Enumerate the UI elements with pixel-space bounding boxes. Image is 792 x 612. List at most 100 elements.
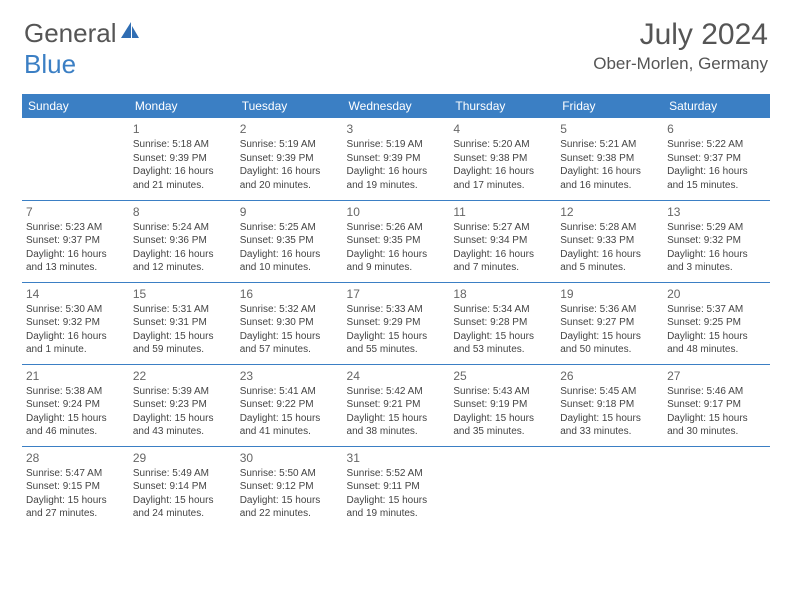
daylight-text: Daylight: 15 hours and 19 minutes.: [347, 494, 446, 521]
daylight-text: Daylight: 15 hours and 48 minutes.: [667, 330, 766, 357]
sunrise-text: Sunrise: 5:34 AM: [453, 303, 552, 317]
daylight-text: Daylight: 15 hours and 46 minutes.: [26, 412, 125, 439]
calendar-week-row: 7Sunrise: 5:23 AMSunset: 9:37 PMDaylight…: [22, 200, 770, 282]
calendar-cell: 20Sunrise: 5:37 AMSunset: 9:25 PMDayligh…: [663, 282, 770, 364]
calendar-cell: 2Sunrise: 5:19 AMSunset: 9:39 PMDaylight…: [236, 118, 343, 200]
brand-logo: GeneralBlue: [24, 18, 141, 80]
daylight-text: Daylight: 15 hours and 35 minutes.: [453, 412, 552, 439]
daylight-text: Daylight: 15 hours and 33 minutes.: [560, 412, 659, 439]
day-number: 5: [560, 121, 659, 137]
sunrise-text: Sunrise: 5:29 AM: [667, 221, 766, 235]
daylight-text: Daylight: 15 hours and 41 minutes.: [240, 412, 339, 439]
day-number: 21: [26, 368, 125, 384]
calendar-cell: 24Sunrise: 5:42 AMSunset: 9:21 PMDayligh…: [343, 364, 450, 446]
calendar-table: Sunday Monday Tuesday Wednesday Thursday…: [22, 94, 770, 528]
dow-thursday: Thursday: [449, 94, 556, 118]
day-number: 9: [240, 204, 339, 220]
sunset-text: Sunset: 9:36 PM: [133, 234, 232, 248]
sunset-text: Sunset: 9:39 PM: [240, 152, 339, 166]
daylight-text: Daylight: 16 hours and 9 minutes.: [347, 248, 446, 275]
day-number: 11: [453, 204, 552, 220]
daylight-text: Daylight: 16 hours and 16 minutes.: [560, 165, 659, 192]
sunrise-text: Sunrise: 5:27 AM: [453, 221, 552, 235]
day-number: 25: [453, 368, 552, 384]
sunrise-text: Sunrise: 5:30 AM: [26, 303, 125, 317]
sunset-text: Sunset: 9:35 PM: [347, 234, 446, 248]
sunset-text: Sunset: 9:38 PM: [453, 152, 552, 166]
daylight-text: Daylight: 15 hours and 55 minutes.: [347, 330, 446, 357]
sunrise-text: Sunrise: 5:18 AM: [133, 138, 232, 152]
daylight-text: Daylight: 15 hours and 30 minutes.: [667, 412, 766, 439]
brand-part2: Blue: [24, 49, 76, 79]
sunset-text: Sunset: 9:17 PM: [667, 398, 766, 412]
calendar-cell: 19Sunrise: 5:36 AMSunset: 9:27 PMDayligh…: [556, 282, 663, 364]
calendar-cell: 14Sunrise: 5:30 AMSunset: 9:32 PMDayligh…: [22, 282, 129, 364]
calendar-cell: 12Sunrise: 5:28 AMSunset: 9:33 PMDayligh…: [556, 200, 663, 282]
calendar-cell: 13Sunrise: 5:29 AMSunset: 9:32 PMDayligh…: [663, 200, 770, 282]
sunrise-text: Sunrise: 5:52 AM: [347, 467, 446, 481]
calendar-cell: 21Sunrise: 5:38 AMSunset: 9:24 PMDayligh…: [22, 364, 129, 446]
sail-icon: [119, 22, 141, 40]
sunset-text: Sunset: 9:31 PM: [133, 316, 232, 330]
sunset-text: Sunset: 9:11 PM: [347, 480, 446, 494]
month-title: July 2024: [593, 18, 768, 52]
sunset-text: Sunset: 9:39 PM: [133, 152, 232, 166]
sunset-text: Sunset: 9:12 PM: [240, 480, 339, 494]
sunset-text: Sunset: 9:37 PM: [667, 152, 766, 166]
calendar-cell: 31Sunrise: 5:52 AMSunset: 9:11 PMDayligh…: [343, 446, 450, 528]
calendar-header-row: Sunday Monday Tuesday Wednesday Thursday…: [22, 94, 770, 118]
daylight-text: Daylight: 16 hours and 7 minutes.: [453, 248, 552, 275]
calendar-cell: 23Sunrise: 5:41 AMSunset: 9:22 PMDayligh…: [236, 364, 343, 446]
sunrise-text: Sunrise: 5:36 AM: [560, 303, 659, 317]
calendar-cell: 29Sunrise: 5:49 AMSunset: 9:14 PMDayligh…: [129, 446, 236, 528]
calendar-cell: [449, 446, 556, 528]
calendar-cell: 25Sunrise: 5:43 AMSunset: 9:19 PMDayligh…: [449, 364, 556, 446]
day-number: 19: [560, 286, 659, 302]
day-number: 2: [240, 121, 339, 137]
day-number: 6: [667, 121, 766, 137]
dow-friday: Friday: [556, 94, 663, 118]
day-number: 28: [26, 450, 125, 466]
sunrise-text: Sunrise: 5:47 AM: [26, 467, 125, 481]
calendar-cell: 28Sunrise: 5:47 AMSunset: 9:15 PMDayligh…: [22, 446, 129, 528]
sunrise-text: Sunrise: 5:26 AM: [347, 221, 446, 235]
calendar-week-row: 1Sunrise: 5:18 AMSunset: 9:39 PMDaylight…: [22, 118, 770, 200]
daylight-text: Daylight: 16 hours and 1 minute.: [26, 330, 125, 357]
calendar-cell: 22Sunrise: 5:39 AMSunset: 9:23 PMDayligh…: [129, 364, 236, 446]
day-number: 3: [347, 121, 446, 137]
sunrise-text: Sunrise: 5:46 AM: [667, 385, 766, 399]
calendar-cell: 17Sunrise: 5:33 AMSunset: 9:29 PMDayligh…: [343, 282, 450, 364]
day-number: 24: [347, 368, 446, 384]
sunrise-text: Sunrise: 5:37 AM: [667, 303, 766, 317]
daylight-text: Daylight: 15 hours and 24 minutes.: [133, 494, 232, 521]
brand-part1: General: [24, 18, 117, 48]
calendar-cell: [663, 446, 770, 528]
day-number: 15: [133, 286, 232, 302]
sunrise-text: Sunrise: 5:41 AM: [240, 385, 339, 399]
calendar-week-row: 14Sunrise: 5:30 AMSunset: 9:32 PMDayligh…: [22, 282, 770, 364]
calendar-cell: 15Sunrise: 5:31 AMSunset: 9:31 PMDayligh…: [129, 282, 236, 364]
sunset-text: Sunset: 9:18 PM: [560, 398, 659, 412]
daylight-text: Daylight: 15 hours and 38 minutes.: [347, 412, 446, 439]
calendar-cell: 8Sunrise: 5:24 AMSunset: 9:36 PMDaylight…: [129, 200, 236, 282]
calendar-cell: 10Sunrise: 5:26 AMSunset: 9:35 PMDayligh…: [343, 200, 450, 282]
calendar-cell: 11Sunrise: 5:27 AMSunset: 9:34 PMDayligh…: [449, 200, 556, 282]
calendar-cell: 4Sunrise: 5:20 AMSunset: 9:38 PMDaylight…: [449, 118, 556, 200]
day-number: 22: [133, 368, 232, 384]
calendar-cell: 30Sunrise: 5:50 AMSunset: 9:12 PMDayligh…: [236, 446, 343, 528]
title-block: July 2024 Ober-Morlen, Germany: [593, 18, 768, 74]
daylight-text: Daylight: 15 hours and 57 minutes.: [240, 330, 339, 357]
sunrise-text: Sunrise: 5:42 AM: [347, 385, 446, 399]
sunrise-text: Sunrise: 5:38 AM: [26, 385, 125, 399]
daylight-text: Daylight: 15 hours and 59 minutes.: [133, 330, 232, 357]
page-header: GeneralBlue July 2024 Ober-Morlen, Germa…: [0, 0, 792, 86]
sunset-text: Sunset: 9:14 PM: [133, 480, 232, 494]
daylight-text: Daylight: 16 hours and 12 minutes.: [133, 248, 232, 275]
calendar-cell: 1Sunrise: 5:18 AMSunset: 9:39 PMDaylight…: [129, 118, 236, 200]
calendar-week-row: 28Sunrise: 5:47 AMSunset: 9:15 PMDayligh…: [22, 446, 770, 528]
sunset-text: Sunset: 9:35 PM: [240, 234, 339, 248]
sunrise-text: Sunrise: 5:39 AM: [133, 385, 232, 399]
sunrise-text: Sunrise: 5:28 AM: [560, 221, 659, 235]
daylight-text: Daylight: 15 hours and 53 minutes.: [453, 330, 552, 357]
daylight-text: Daylight: 15 hours and 22 minutes.: [240, 494, 339, 521]
